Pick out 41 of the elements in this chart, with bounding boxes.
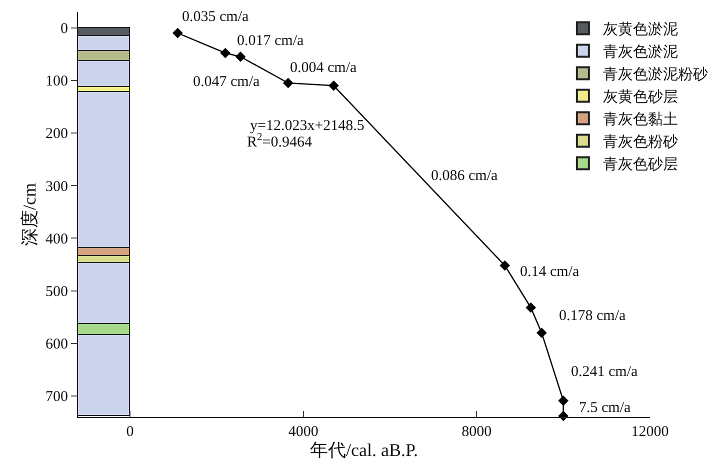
legend-label: 灰黄色砂层 [602,88,678,106]
annotation: 0.004 cm/a [290,60,357,76]
point [558,395,569,406]
annotation: 0.14 cm/a [520,264,580,280]
annotation: R$^{2}$=0.9464 [247,132,312,150]
annotation: 0.035 cm/a [182,9,249,25]
point [282,78,294,88]
annotation: 0.086 cm/a [431,168,498,184]
point [328,80,339,91]
annotation: 0.017 cm/a [237,33,304,49]
y-tick-label: 200 [46,126,68,142]
y-axis-title: 深度/cm [20,183,40,246]
y-tick-label: 600 [46,336,68,353]
point [500,260,510,271]
legend-label: 青灰色淤泥 [602,44,678,61]
y-tick-label: 0 [60,21,68,38]
legend-label: 青灰色黏土 [602,111,678,128]
y-tick-label: 100 [46,74,68,90]
y-tick-label: 300 [46,178,68,195]
annotation: y=12.023x+2148.5 [250,118,364,134]
legend-label: 灰黄色淤泥 [602,21,678,38]
point [220,48,231,58]
annotation: 0.047 cm/a [193,74,260,90]
point [526,302,536,313]
x-tick-label: 4000 [288,424,318,440]
x-axis-title: 年代/cal. aB.P. [310,440,418,460]
x-tick-label: 0 [126,424,134,440]
annotation: 0.241 cm/a [571,364,638,380]
y-tick-label: 700 [46,389,68,406]
y-tick-label: 500 [46,284,68,300]
y-tick-label: 400 [46,231,68,248]
legend-label: 青灰色砂层 [602,156,678,174]
point [536,328,547,338]
annotation: 0.178 cm/a [559,308,626,324]
point [172,28,183,38]
legend-label: 青灰色粉砂 [602,134,678,151]
x-tick-label: 12000 [631,424,669,440]
x-tick-label: 8000 [462,424,492,440]
point [235,52,246,62]
legend-label: 青灰色淤泥粉砂 [602,66,708,84]
annotation: 7.5 cm/a [579,400,631,416]
